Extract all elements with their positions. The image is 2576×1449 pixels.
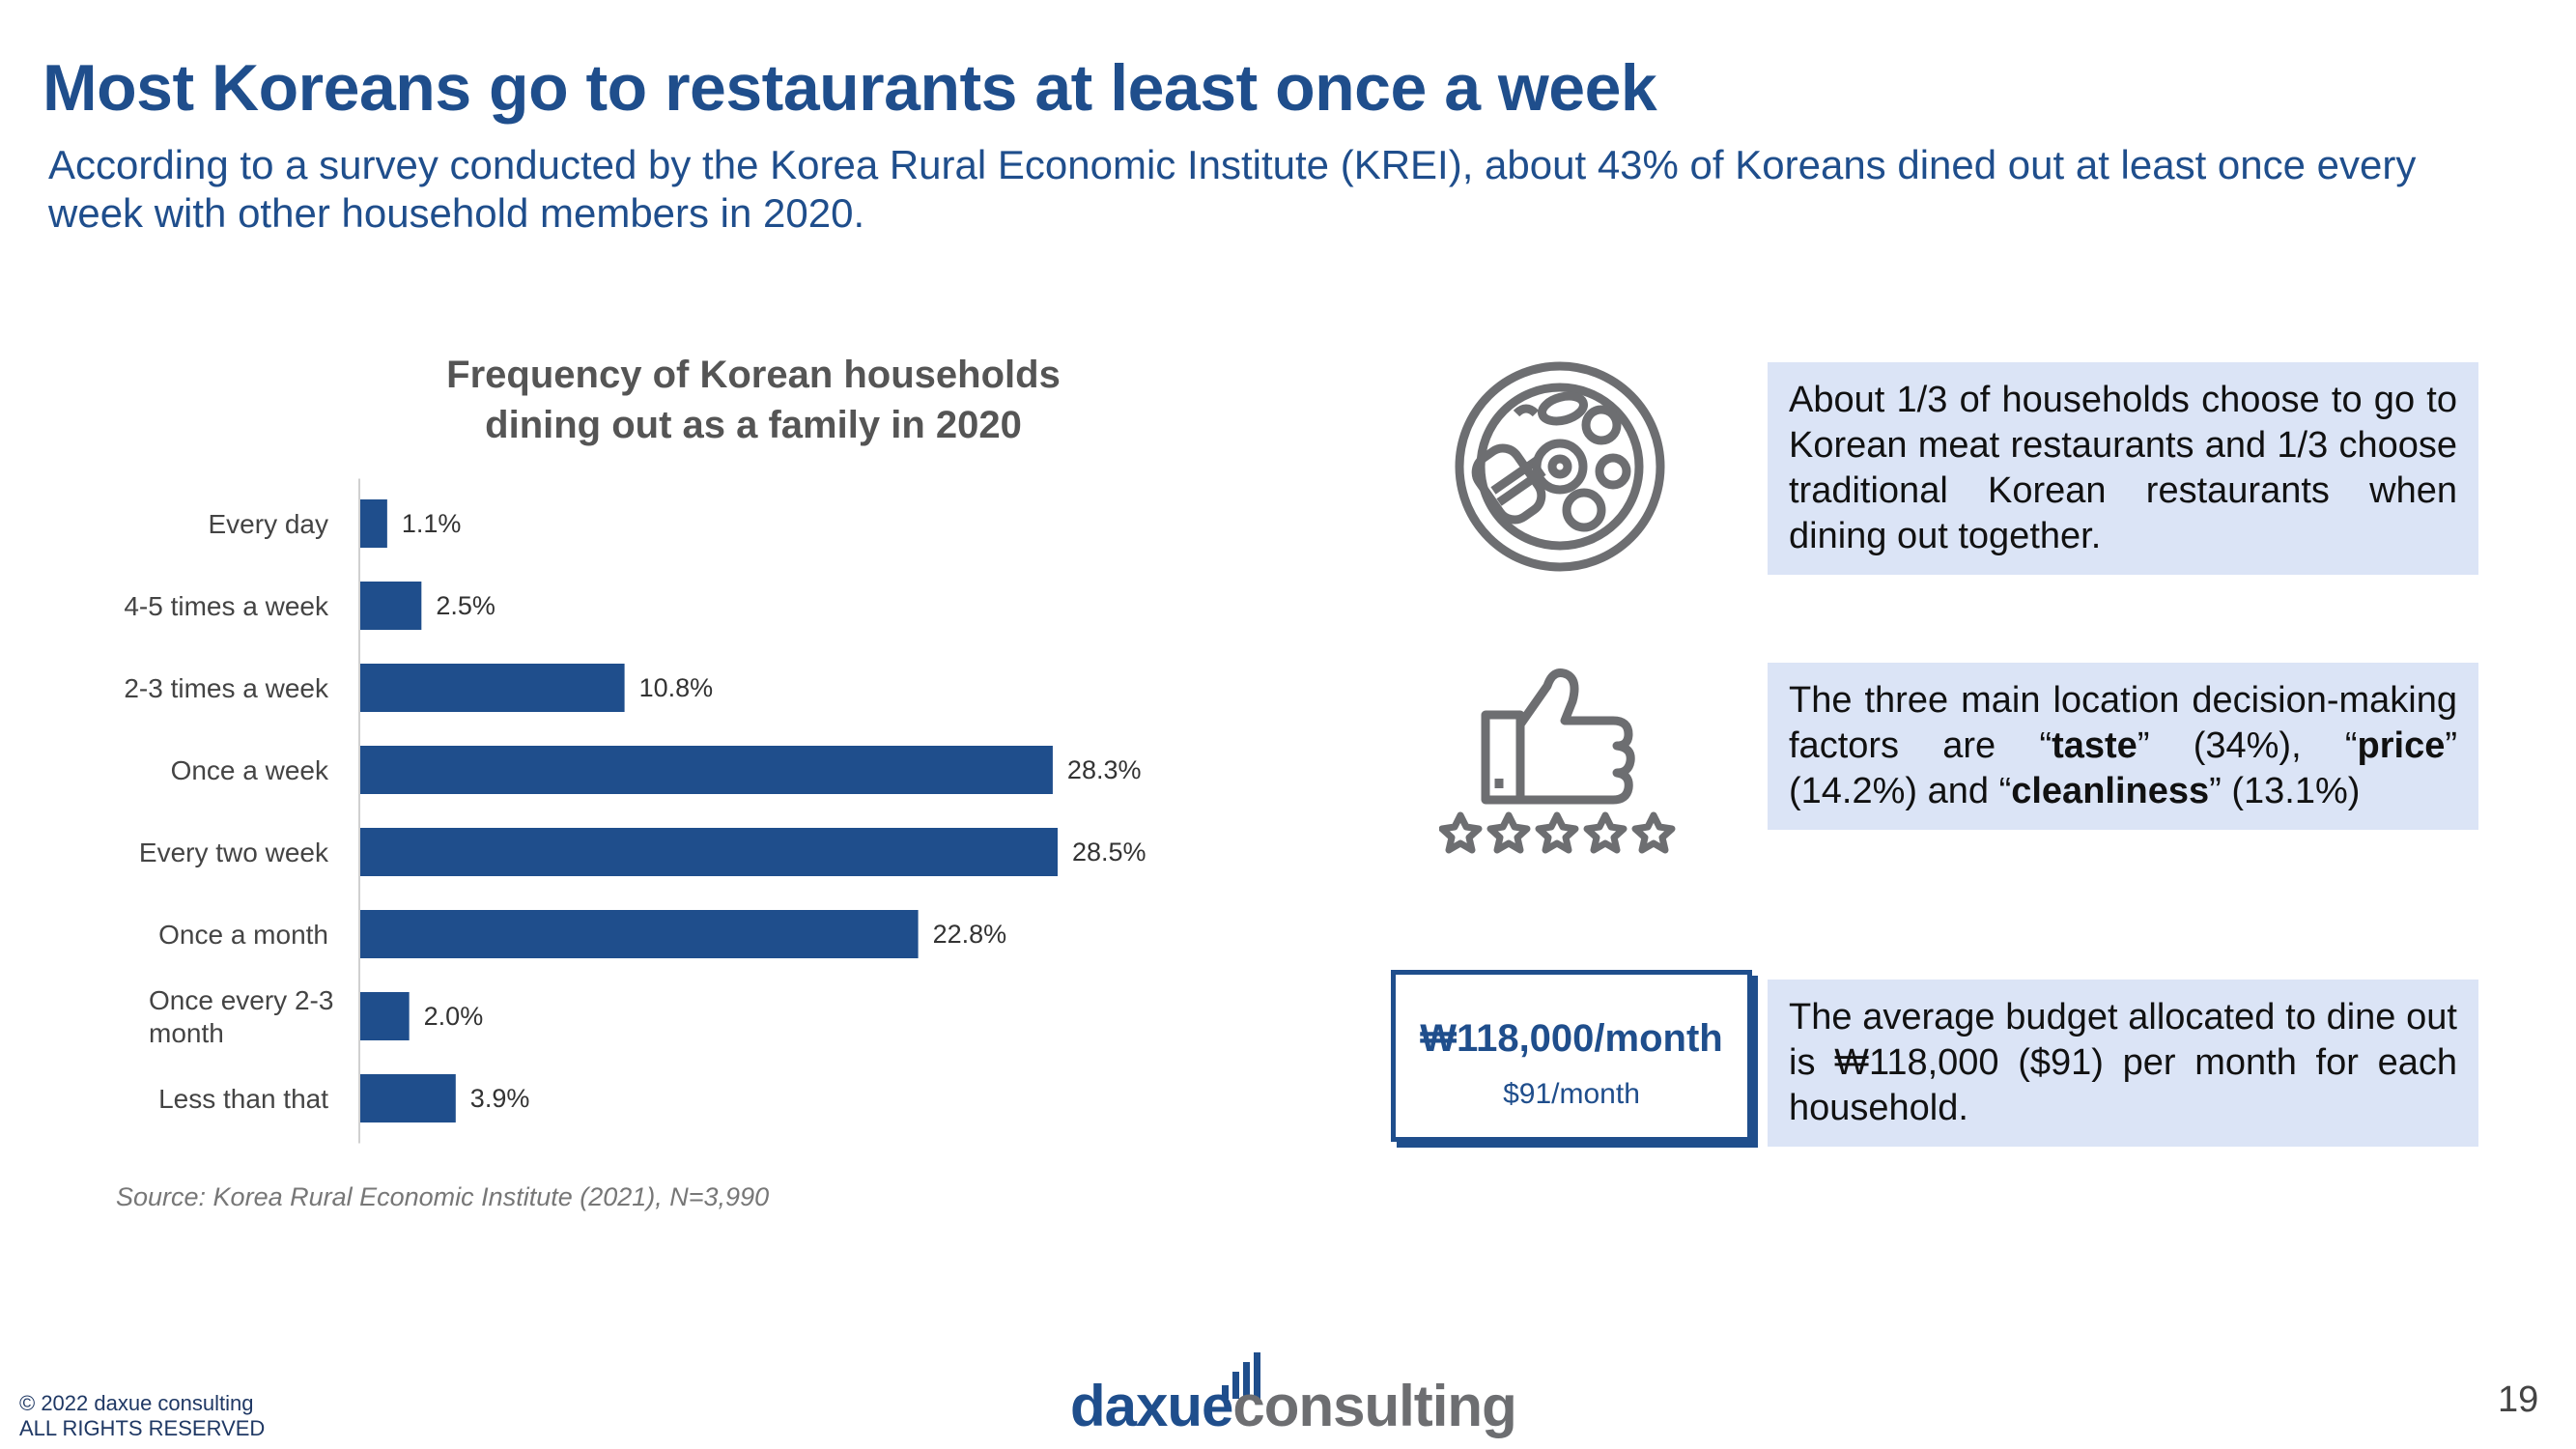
page-title: Most Koreans go to restaurants at least …	[42, 51, 1657, 125]
bar-value-label: 28.3%	[1067, 755, 1142, 784]
factors-quote-open: “	[2039, 725, 2052, 766]
daxue-consulting-logo: daxueconsulting	[1070, 1352, 1517, 1438]
factor-cleanliness: cleanliness	[2011, 771, 2210, 811]
chart-source: Source: Korea Rural Economic Institute (…	[116, 1182, 770, 1211]
factor-cleanliness-pct: ” (13.1%)	[2209, 771, 2361, 811]
chart-title-line-1: Frequency of Korean households	[446, 354, 1061, 396]
chart-title: Frequency of Korean households dining ou…	[406, 350, 1101, 450]
factors-intro: The three main location decision-making …	[1789, 680, 2457, 766]
budget-usd: $91/month	[1503, 1078, 1640, 1110]
logo-bars-icon	[1222, 1352, 1260, 1399]
copyright: © 2022 daxue consulting ALL RIGHTS RESER…	[19, 1391, 265, 1441]
bar	[360, 992, 410, 1040]
category-label: Every two week	[139, 838, 329, 867]
category-label: Once a month	[158, 920, 328, 950]
bar	[360, 828, 1058, 876]
page-subtitle: According to a survey conducted by the K…	[48, 142, 2417, 236]
bar	[360, 664, 625, 712]
logo-text-daxue: daxue	[1070, 1374, 1232, 1438]
bar	[360, 499, 387, 548]
category-label: Every day	[209, 509, 329, 539]
chart-title-line-2: dining out as a family in 2020	[485, 404, 1022, 446]
factor-taste: taste	[2052, 725, 2137, 766]
category-label: Once every 2-3 month	[149, 985, 333, 1048]
bar-value-label: 1.1%	[402, 509, 462, 538]
bar	[360, 746, 1053, 794]
decision-factors-insight: The three main location decision-making …	[1768, 663, 2478, 830]
bar-value-label: 2.0%	[424, 1002, 484, 1031]
bar-value-label: 3.9%	[470, 1084, 530, 1113]
budget-krw: ₩118,000/month	[1420, 1017, 1723, 1060]
budget-callout: ₩118,000/month $91/month	[1391, 970, 1752, 1142]
logo-text-consulting: consulting	[1232, 1374, 1515, 1438]
category-label: 4-5 times a week	[124, 591, 329, 621]
bar	[360, 582, 422, 630]
factor-price: price	[2357, 725, 2446, 766]
bar	[360, 1074, 456, 1122]
dining-frequency-bar-chart: 1.1% Every day 2.5% 4-5 times a week 10.8% 2-…	[124, 478, 1146, 1144]
restaurant-type-insight: About 1/3 of households choose to go to …	[1768, 362, 2478, 575]
dish-plate-icon	[1455, 361, 1665, 572]
category-label: Less than that	[158, 1084, 328, 1114]
thumbs-up-rating-icon	[1439, 668, 1676, 854]
page-number: 19	[2498, 1379, 2539, 1420]
bar-value-label: 22.8%	[933, 920, 1007, 949]
factor-price-pct: ” (14.2%) and “	[1789, 725, 2457, 811]
budget-insight: The average budget allocated to dine out…	[1768, 980, 2478, 1147]
factor-taste-pct: ” (34%), “	[2137, 725, 2358, 766]
svg-text:daxueconsulting: daxueconsulting	[1070, 1374, 1516, 1438]
bar	[360, 910, 919, 958]
copyright-line-1: © 2022 daxue consulting	[19, 1391, 254, 1415]
copyright-line-2: ALL RIGHTS RESERVED	[19, 1416, 266, 1440]
bar-value-label: 2.5%	[436, 591, 495, 620]
category-label: 2-3 times a week	[124, 673, 329, 703]
category-label: Once a week	[171, 755, 329, 785]
bar-value-label: 10.8%	[639, 673, 714, 702]
bar-value-label: 28.5%	[1072, 838, 1146, 867]
